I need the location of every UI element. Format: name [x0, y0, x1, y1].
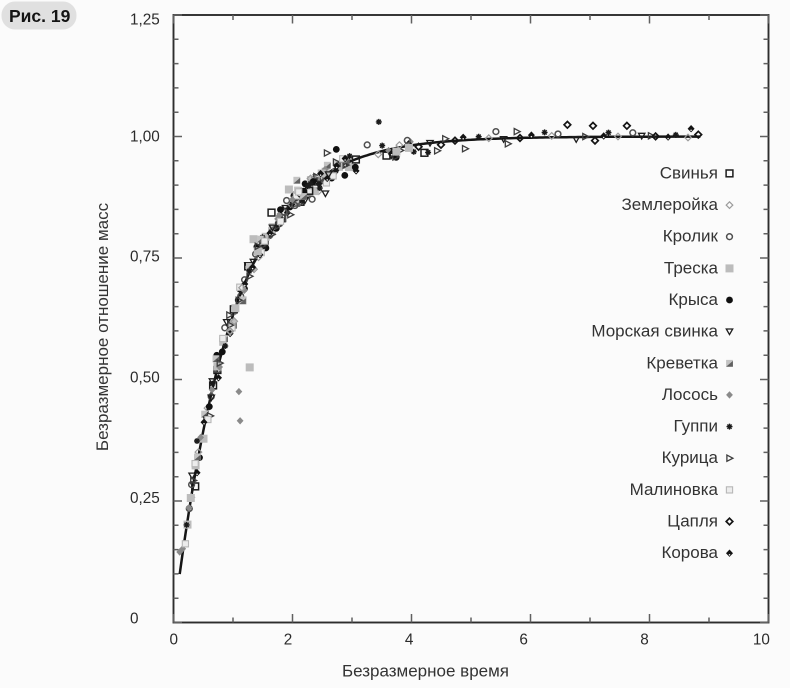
svg-text:Корова: Корова — [661, 543, 718, 562]
svg-text:0,50: 0,50 — [130, 370, 160, 387]
svg-text:Свинья: Свинья — [660, 163, 718, 182]
svg-text:10: 10 — [753, 632, 770, 649]
svg-text:0,75: 0,75 — [130, 249, 160, 266]
svg-text:Безразмерное отношение масс: Безразмерное отношение масс — [93, 202, 112, 451]
svg-text:0,25: 0,25 — [130, 490, 160, 507]
svg-text:4: 4 — [405, 632, 414, 649]
svg-text:Курица: Курица — [662, 448, 719, 467]
svg-text:Рис. 19: Рис. 19 — [9, 6, 71, 26]
svg-text:6: 6 — [519, 632, 528, 649]
svg-text:Гуппи: Гуппи — [674, 417, 718, 436]
svg-text:8: 8 — [640, 632, 649, 649]
svg-text:0: 0 — [130, 611, 139, 628]
svg-text:Безразмерное время: Безразмерное время — [342, 662, 509, 681]
svg-text:1,25: 1,25 — [130, 11, 160, 28]
svg-text:Землеройка: Землеройка — [622, 195, 719, 214]
svg-text:Треска: Треска — [664, 258, 719, 277]
svg-text:2: 2 — [284, 632, 293, 649]
svg-text:0: 0 — [169, 632, 178, 649]
svg-text:1,00: 1,00 — [130, 128, 160, 145]
svg-text:Морская свинка: Морская свинка — [591, 322, 718, 341]
svg-text:Малиновка: Малиновка — [630, 480, 719, 499]
svg-text:Крыса: Крыса — [668, 290, 718, 309]
svg-text:Лосось: Лосось — [662, 385, 718, 404]
svg-text:Креветка: Креветка — [646, 353, 718, 372]
svg-text:Кролик: Кролик — [663, 227, 719, 246]
svg-text:Цапля: Цапля — [667, 512, 718, 531]
